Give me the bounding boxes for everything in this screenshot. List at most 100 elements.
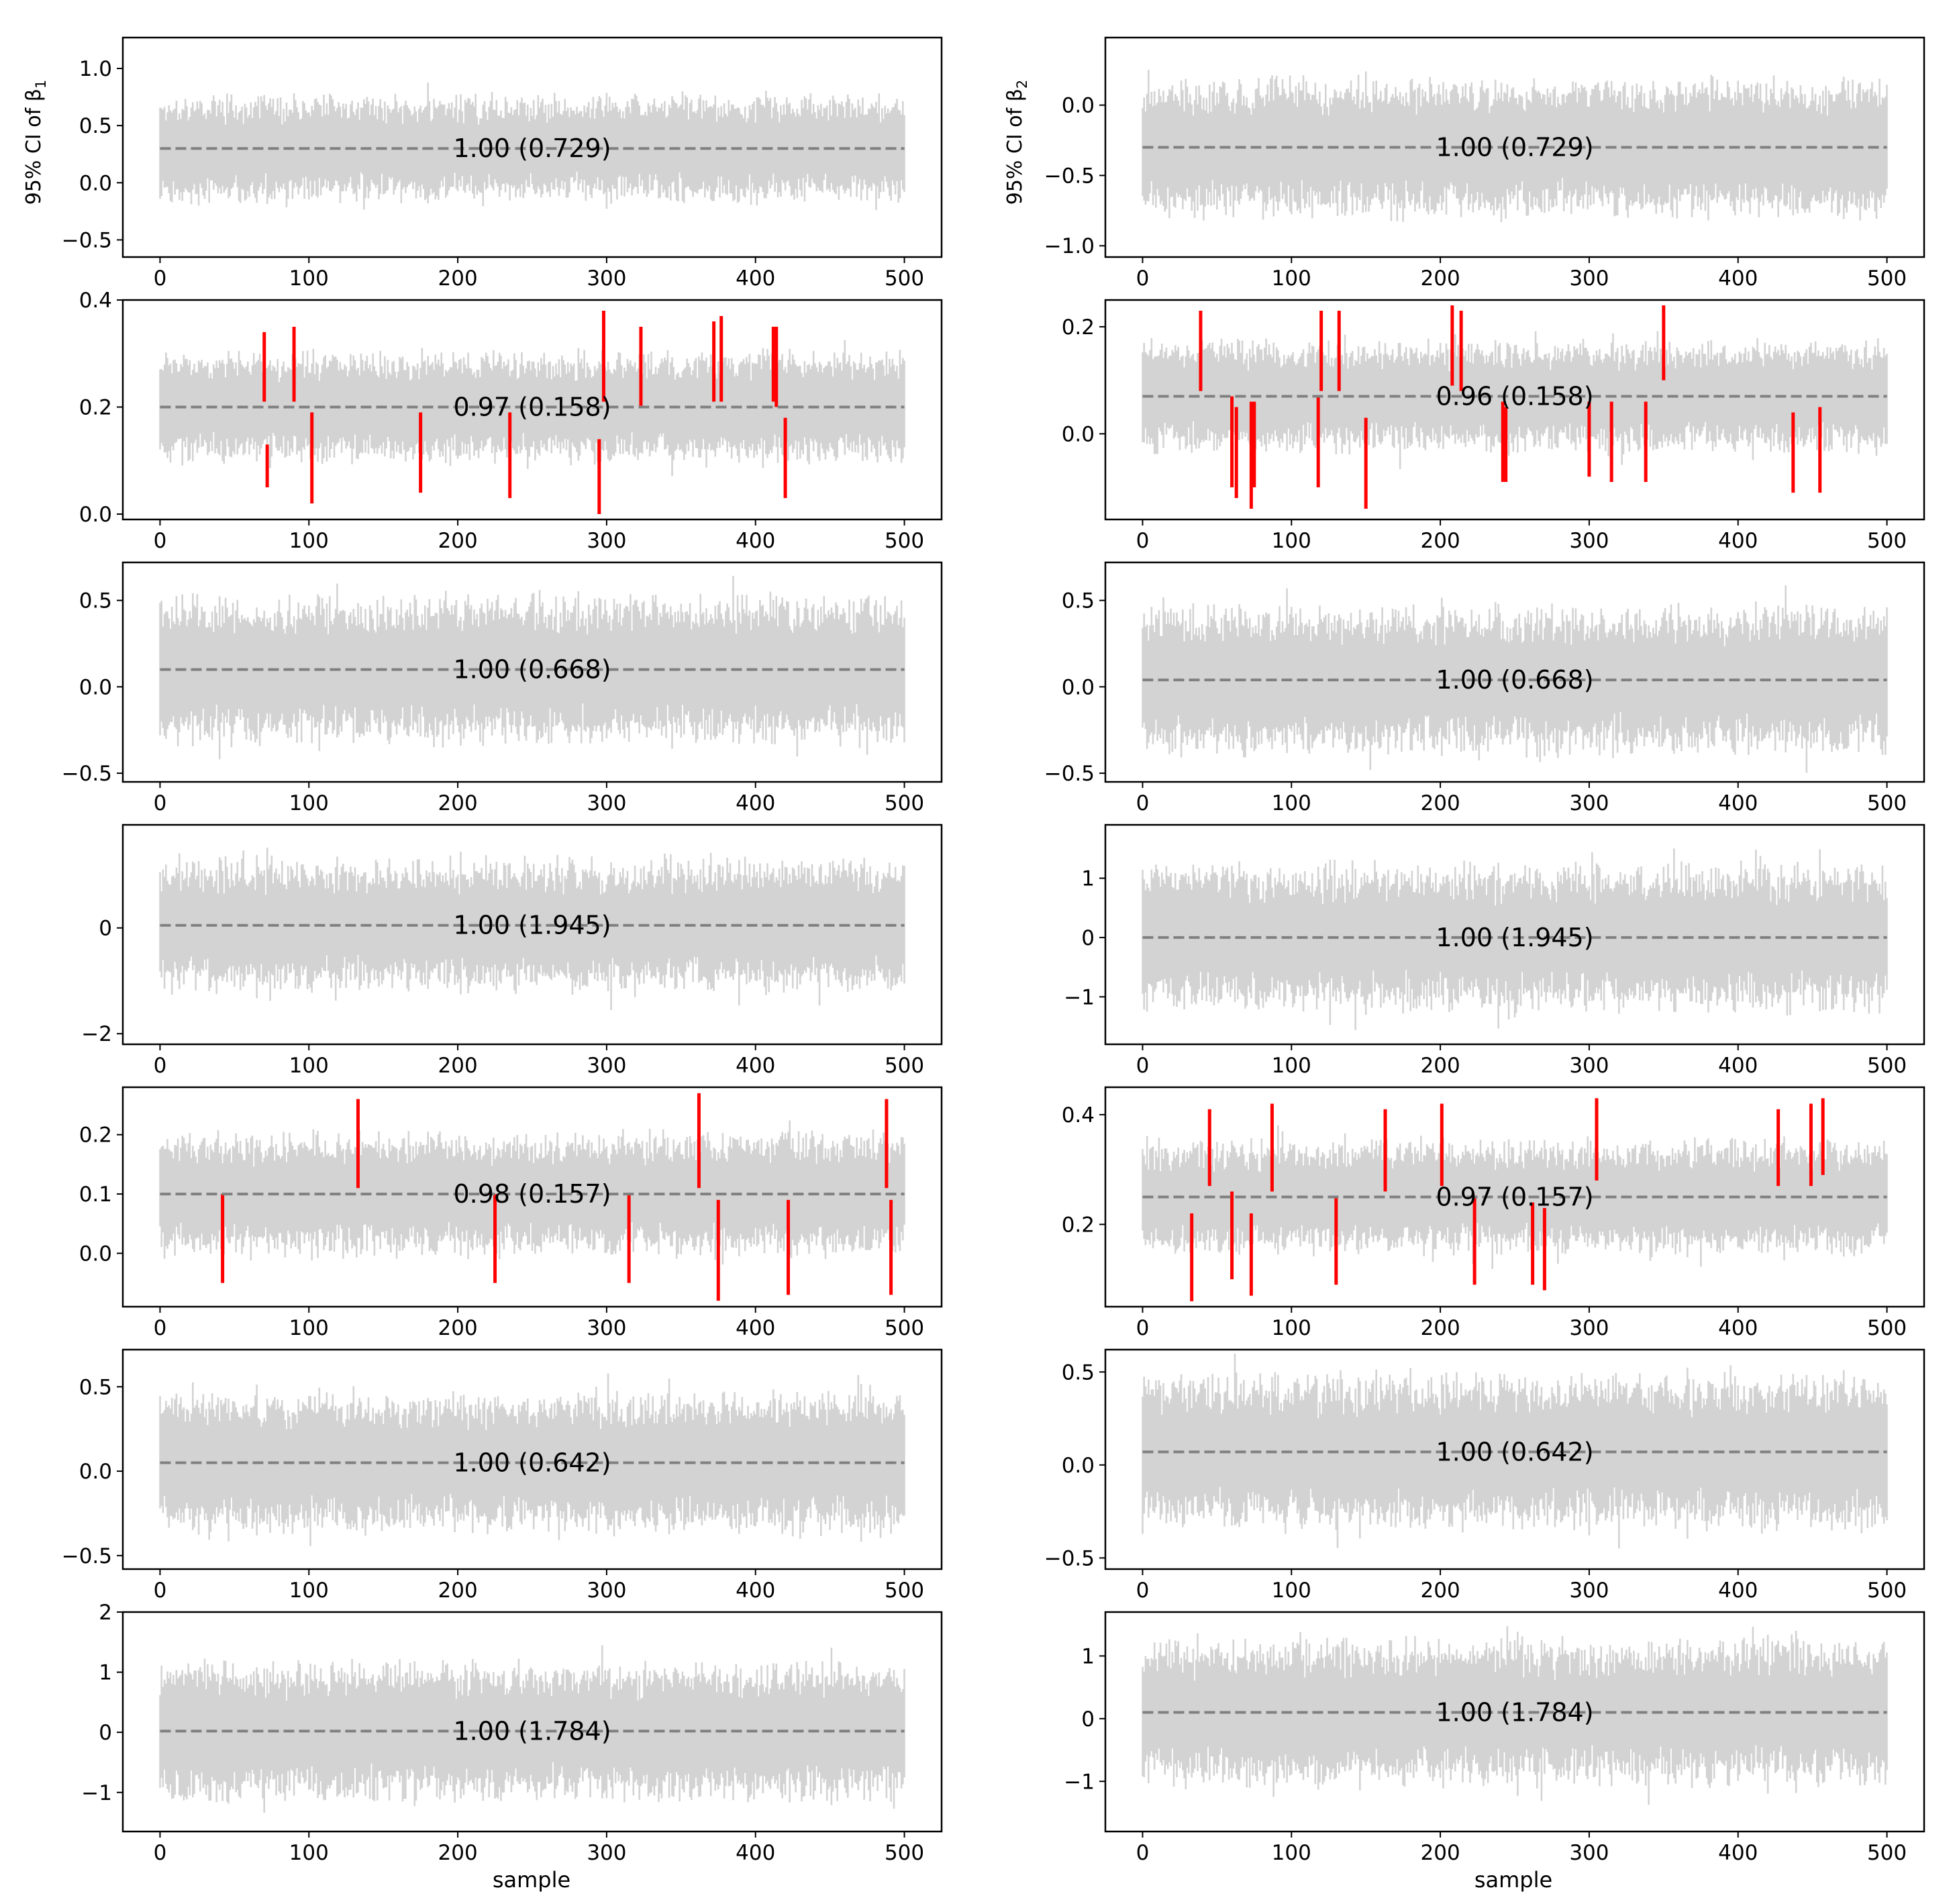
x-tick-label-beta2-row3-5: 500 [1867,791,1907,815]
x-tick-label-beta2-row5-3: 300 [1569,1316,1609,1340]
x-tick-label-beta1-row2-2: 200 [438,529,478,553]
x-tick-label-beta2-row6-5: 500 [1867,1579,1907,1603]
y-tick-label-beta2-row4-2: 1 [1081,867,1095,891]
y-tick-label-beta2-row3-0: −0.5 [1044,762,1095,786]
x-tick-label-beta2-row6-2: 200 [1421,1579,1460,1603]
panel-frame-beta2-row2 [1104,299,1925,521]
ci-band-beta2-row6 [1142,1354,1888,1549]
panel-frame-beta1-row6 [121,1348,943,1570]
x-tick-label-beta2-row6-3: 300 [1569,1579,1609,1603]
plot-area-beta2-row3 [1142,585,1888,773]
coverage-annotation-beta1-row4: 1.00 (1.945) [453,911,611,940]
x-tick-label-beta1-row1-0: 0 [154,266,167,291]
x-tick-label-beta1-row2-0: 0 [154,529,167,553]
panel-beta1-row5: 0.98 (0.157) 0 100 200 300 400 500 0.0 0.1 0.2 [79,1086,943,1340]
panel-frame-beta2-row5 [1104,1086,1925,1308]
x-tick-label-beta1-row1-1: 100 [289,266,329,291]
y-axis-label-right-text: 95% CI of β [1003,89,1027,205]
y-tick-label-beta1-row1-2: 0.5 [79,114,112,138]
y-tick-label-beta1-row3-2: 0.5 [79,589,112,613]
panel-beta1-row6: 1.00 (0.642) 0 100 200 300 400 500 −0.5 0.0 0.5 [62,1348,943,1603]
panel-frame-beta1-row5 [121,1086,943,1308]
x-tick-label-beta1-row5-3: 300 [587,1316,626,1340]
panel-beta2-row1: 1.00 (0.729) 0 100 200 300 400 500 −1.0 −0.5 0.0 [1044,36,1925,291]
x-tick-label-beta1-row4-5: 500 [885,1054,924,1078]
x-tick-label-beta2-row1-1: 100 [1272,266,1311,291]
x-tick-label-beta1-row6-5: 500 [885,1579,924,1603]
y-tick-label-beta1-row4-1: 0 [99,917,112,941]
x-tick-label-beta1-row5-5: 500 [885,1316,924,1340]
x-tick-label-beta1-row7-0: 0 [154,1841,167,1865]
plot-area-beta2-row6 [1142,1354,1888,1549]
x-tick-label-beta1-row5-4: 400 [736,1316,775,1340]
plot-area-beta1-row2 [159,310,905,515]
y-tick-label-beta1-row6-2: 0.5 [79,1375,112,1399]
x-tick-label-beta1-row7-5: 500 [885,1841,924,1865]
x-tick-label-beta1-row4-3: 300 [587,1054,626,1078]
coverage-annotation-beta1-row2: 0.97 (0.158) [453,393,611,422]
x-tick-label-beta2-row2-5: 500 [1867,529,1907,553]
x-tick-label-beta2-row7-1: 100 [1272,1841,1311,1865]
x-tick-label-beta2-row4-3: 300 [1569,1054,1609,1078]
panel-beta2-row2: 0.96 (0.158) 0 100 200 300 400 500 0.0 0.2 [1062,299,1925,553]
coverage-annotation-beta2-row6: 1.00 (0.642) [1436,1437,1593,1466]
y-tick-label-beta1-row6-1: 0.0 [79,1460,112,1484]
y-tick-label-beta2-row7-0: −1 [1064,1770,1095,1794]
x-tick-label-beta2-row7-5: 500 [1867,1841,1907,1865]
y-tick-label-beta1-row5-2: 0.2 [79,1123,112,1148]
x-axis-label-right: sample [1474,1867,1552,1893]
y-tick-label-beta2-row1-0: −1.0 [1044,234,1095,258]
x-tick-label-beta2-row1-0: 0 [1136,266,1150,291]
x-tick-label-beta2-row4-1: 100 [1272,1054,1311,1078]
y-tick-label-beta1-row7-1: 0 [99,1721,112,1745]
y-tick-label-beta1-row7-2: 1 [99,1661,112,1685]
x-tick-label-beta2-row4-2: 200 [1421,1054,1460,1078]
x-axis-label-left: sample [493,1867,570,1893]
x-tick-label-beta2-row5-5: 500 [1867,1316,1907,1340]
x-tick-label-beta1-row4-4: 400 [736,1054,775,1078]
x-tick-label-beta2-row6-1: 100 [1272,1579,1311,1603]
x-tick-label-beta1-row3-0: 0 [154,791,167,815]
coverage-annotation-beta2-row7: 1.00 (1.784) [1436,1697,1593,1727]
x-tick-label-beta2-row5-0: 0 [1136,1316,1150,1340]
x-tick-label-beta1-row6-2: 200 [438,1579,478,1603]
x-tick-label-beta2-row7-4: 400 [1718,1841,1758,1865]
x-tick-label-beta2-row1-4: 400 [1718,266,1758,291]
x-tick-label-beta2-row3-1: 100 [1272,791,1311,815]
y-tick-label-beta2-row7-1: 0 [1081,1707,1095,1732]
panel-beta1-row3: 1.00 (0.668) 0 100 200 300 400 500 −0.5 0.0 0.5 [62,561,943,815]
x-tick-label-beta2-row5-2: 200 [1421,1316,1460,1340]
panel-frame-beta1-row1 [121,36,943,258]
panel-frame-beta1-row4 [121,823,943,1046]
coverage-annotation-beta1-row3: 1.00 (0.668) [453,655,611,685]
x-tick-label-beta1-row3-3: 300 [587,791,626,815]
y-tick-label-beta1-row5-1: 0.1 [79,1183,112,1207]
plot-area-beta1-row6 [159,1373,905,1546]
ci-band-beta2-row3 [1142,585,1888,773]
y-tick-label-beta2-row6-0: −0.5 [1044,1546,1095,1570]
x-tick-label-beta1-row3-1: 100 [289,791,329,815]
x-tick-label-beta2-row7-3: 300 [1569,1841,1609,1865]
plot-area-beta1-row5 [159,1093,905,1301]
y-tick-label-beta1-row3-0: −0.5 [62,762,112,786]
x-tick-label-beta2-row2-1: 100 [1272,529,1311,553]
panel-beta2-row3: 1.00 (0.668) 0 100 200 300 400 500 −0.5 0.0 0.5 [1044,561,1925,815]
y-tick-label-beta2-row2-1: 0.2 [1062,315,1095,340]
y-tick-label-beta2-row5-1: 0.4 [1062,1103,1095,1128]
y-tick-label-beta1-row7-3: 2 [99,1601,112,1625]
coverage-annotation-beta2-row5: 0.97 (0.157) [1436,1183,1593,1212]
coverage-annotation-beta2-row1: 1.00 (0.729) [1436,133,1593,162]
coverage-annotation-beta1-row7: 1.00 (1.784) [453,1716,611,1746]
panel-frame-beta1-row2 [121,299,943,521]
x-tick-label-beta2-row2-0: 0 [1136,529,1150,553]
x-tick-label-beta2-row1-3: 300 [1569,266,1609,291]
x-tick-label-beta1-row3-4: 400 [736,791,775,815]
plot-area-beta2-row4 [1142,848,1888,1030]
x-tick-label-beta1-row7-2: 200 [438,1841,478,1865]
x-tick-label-beta1-row1-4: 400 [736,266,775,291]
y-tick-label-beta2-row1-1: −0.5 [1044,164,1095,188]
plot-area-beta1-row1 [159,83,905,210]
x-tick-label-beta2-row5-4: 400 [1718,1316,1758,1340]
panel-beta1-row1: 1.00 (0.729) 0 100 200 300 400 500 −0.5 0.0 0.5 1.… [62,36,943,291]
x-tick-label-beta2-row6-0: 0 [1136,1579,1150,1603]
